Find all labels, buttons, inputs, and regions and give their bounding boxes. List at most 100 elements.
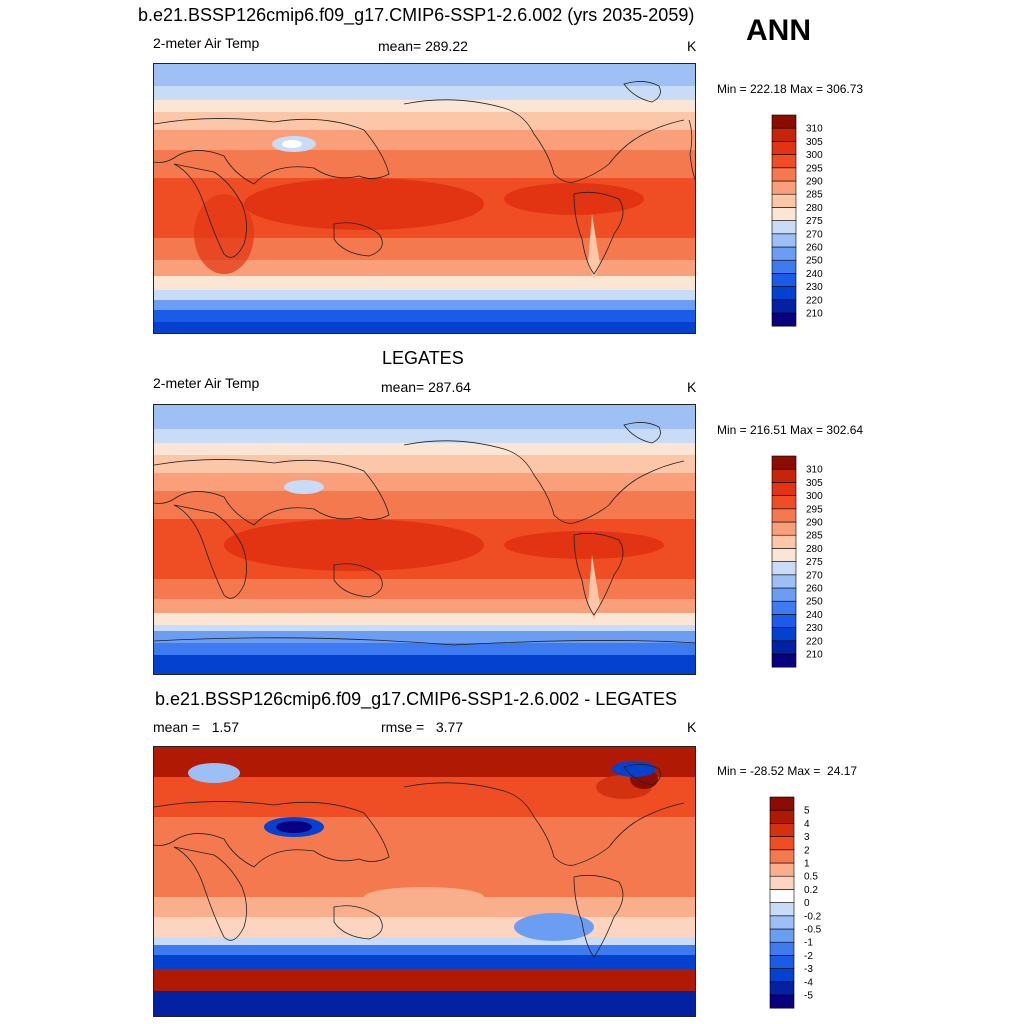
colorbar-label: 210 [806,650,823,661]
colorbar-label: 310 [806,465,823,476]
colorbar-label: 275 [806,557,823,568]
colorbar-swatch [769,928,795,943]
panel-3-rmse-label: rmse = 3.77 [381,719,464,735]
panel-2-minmax: Min = 216.51 Max = 302.64 [717,423,864,437]
colorbar-label: 1 [804,859,810,870]
colorbar-label: 275 [806,216,823,227]
panel-2-title: LEGATES [382,348,464,368]
colorbar-label: 300 [806,491,823,502]
colorbar-label: 2 [804,845,810,856]
colorbar-label: 4 [804,819,810,830]
colorbar-swatch [771,220,797,235]
colorbar-label: 260 [806,584,823,595]
colorbar-label: 230 [806,623,823,634]
colorbar-swatch [771,587,797,602]
main-title: b.e21.BSSP126cmip6.f09_g17.CMIP6-SSP1-2.… [138,5,695,25]
colorbar-swatch [771,273,797,287]
colorbar-label: 300 [806,150,823,161]
colorbar-label: 220 [806,295,823,306]
colorbar-swatch [771,521,797,536]
colorbar-label: 305 [806,137,823,148]
colorbar-label: 230 [806,282,823,293]
colorbar-swatch [771,482,797,496]
colorbar-swatch [771,207,797,221]
colorbar-label: -0.5 [804,925,822,936]
colorbar-label: 285 [806,531,823,542]
colorbar-label: 0.2 [804,885,818,896]
colorbar-swatch [771,154,797,169]
season-label: ANN [746,14,811,47]
colorbar-swatch [771,534,797,549]
colorbar-swatch [769,968,795,983]
colorbar-label: -1 [804,938,813,949]
colorbar-swatch [769,875,795,890]
colorbar-label: 285 [806,190,823,201]
colorbar-label: 0 [804,898,810,909]
colorbar-swatch [769,849,795,864]
colorbar-label: 220 [806,636,823,647]
colorbar-swatch [771,548,797,562]
colorbar-swatch [771,299,797,314]
colorbar-label: 5 [804,806,810,817]
colorbar-swatch [769,862,795,877]
colorbar-swatch [771,167,797,182]
colorbar-swatch [769,955,795,969]
colorbar-label: 280 [806,203,823,214]
colorbar-label: -0.2 [804,911,822,922]
panel-1-variable-label: 2-meter Air Temp [153,35,260,51]
colorbar-swatch [769,994,795,1009]
colorbar-label: -2 [804,951,813,962]
colorbar-label: -3 [804,964,813,975]
colorbar-label: 295 [806,163,823,174]
colorbar-swatch [771,574,797,589]
panel-2-variable-label: 2-meter Air Temp [153,375,260,391]
colorbar-swatch [771,114,797,129]
panel-1-units-label: K [687,38,697,54]
colorbar-swatch [771,653,797,668]
panel-3-colorbar: -5 -4 -3 -2 -1 -0.5 -0.2 0 0.2 0.5 1 2 3 4 5 [769,796,830,1012]
panel-2-mean-label: mean= 287.64 [381,379,471,395]
colorbar-label: 3 [804,832,810,843]
colorbar-swatch [769,809,795,824]
colorbar-swatch [769,902,795,917]
colorbar-label: 260 [806,243,823,254]
panel-3-title: b.e21.BSSP126cmip6.f09_g17.CMIP6-SSP1-2.… [155,689,677,709]
colorbar-swatch [769,796,795,811]
colorbar-label: 310 [806,124,823,135]
colorbar-label: 250 [806,256,823,267]
colorbar-swatch [769,836,795,851]
colorbar-label: -4 [804,977,813,988]
colorbar-label: 240 [806,610,823,621]
colorbar-swatch [769,889,795,903]
colorbar-swatch [769,823,795,837]
colorbar-label: 295 [806,504,823,515]
panel-2-units-label: K [687,379,697,395]
panel-3-units-label: K [687,719,697,735]
colorbar-swatch [771,640,797,655]
panel-2-map [153,404,696,675]
colorbar-swatch [771,561,797,576]
colorbar-swatch [771,180,797,195]
colorbar-swatch [771,508,797,523]
colorbar-swatch [771,193,797,208]
colorbar-label: 210 [806,309,823,320]
panel-1-colorbar: 210 220 230 240 250 260 270 275 280 285 290 295 300 3… [771,114,832,330]
colorbar-label: 0.5 [804,872,818,883]
colorbar-label: 305 [806,478,823,489]
colorbar-swatch [771,259,797,274]
colorbar-label: 280 [806,544,823,555]
colorbar-swatch [771,233,797,248]
colorbar-swatch [769,915,795,930]
panel-3-mean-label: mean = 1.57 [153,719,240,735]
colorbar-swatch [769,941,795,956]
colorbar-swatch [771,286,797,301]
colorbar-swatch [771,455,797,470]
colorbar-swatch [771,495,797,510]
colorbar-label: 240 [806,269,823,280]
panel-2-colorbar: 210 220 230 240 250 260 270 275 280 285 290 295 300 3… [771,455,832,671]
colorbar-swatch [771,312,797,327]
colorbar-label: 290 [806,177,823,188]
colorbar-swatch [771,600,797,615]
colorbar-swatch [769,981,795,996]
colorbar-swatch [771,627,797,642]
